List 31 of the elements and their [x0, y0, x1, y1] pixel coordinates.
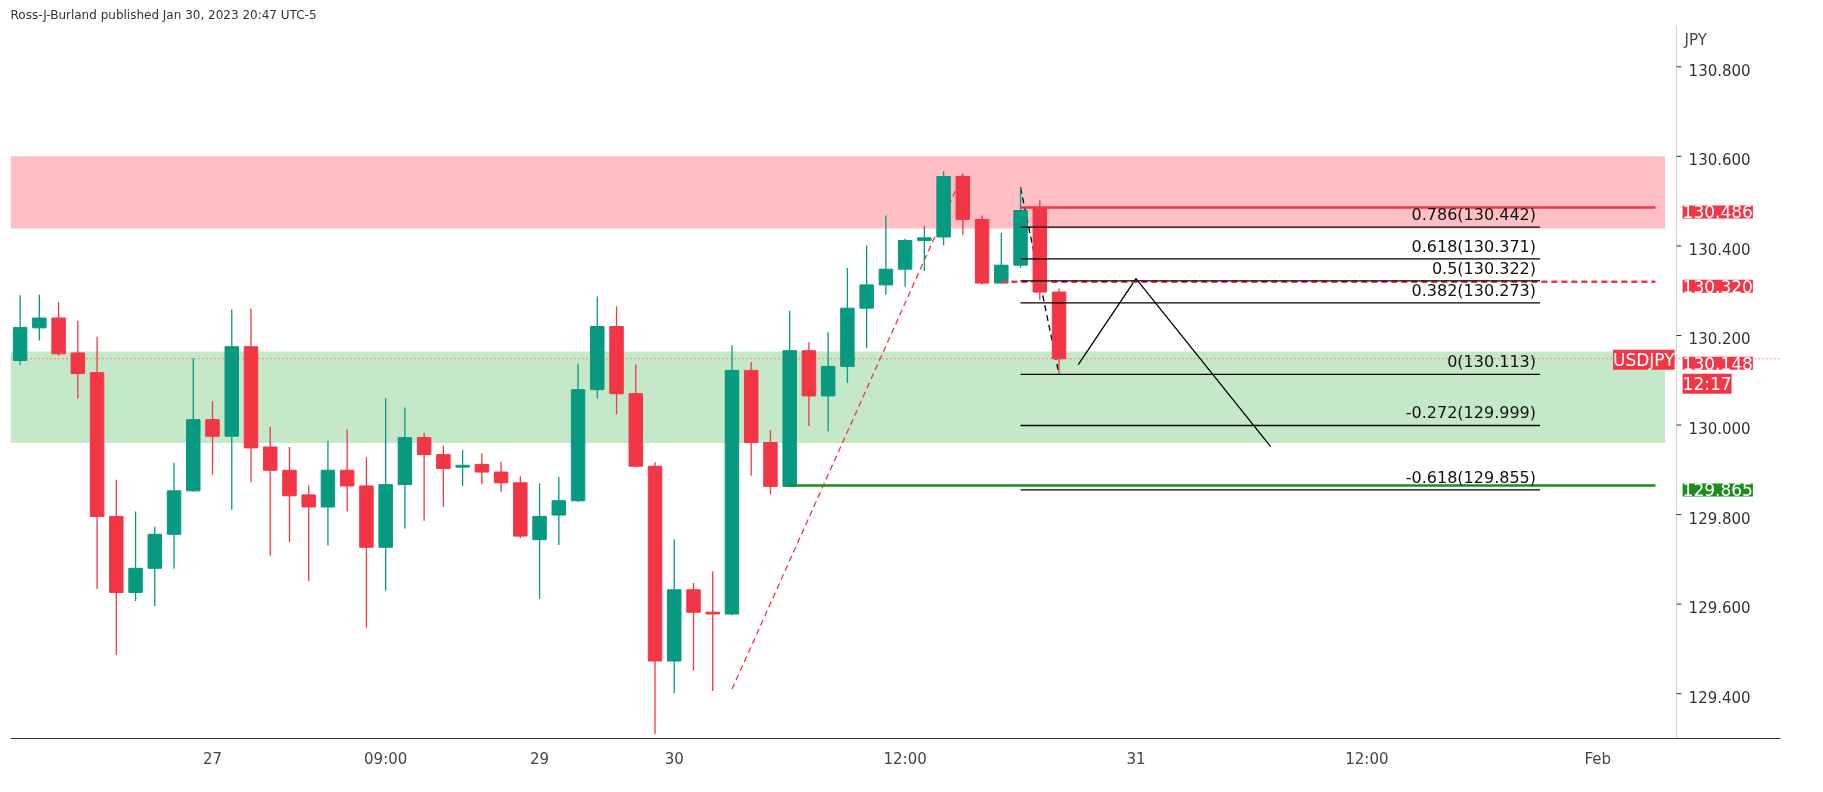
x-tick-label: 12:00 [883, 749, 927, 768]
x-tick-label: 31 [1126, 749, 1146, 768]
x-tick-label: 27 [202, 749, 223, 768]
y-tick-label: 130.400 [1688, 240, 1751, 259]
x-tick-label: Feb [1584, 749, 1612, 768]
y-tick-label: 129.800 [1688, 509, 1751, 528]
series-label: 130.320 [1682, 276, 1753, 297]
x-tick-label: 30 [664, 749, 684, 768]
series-label: 0(130.113) [1447, 352, 1537, 372]
x-tick-label: 29 [530, 749, 550, 768]
y-tick-label: 130.800 [1688, 61, 1751, 80]
y-tick-label: 130.200 [1688, 330, 1751, 349]
y-tick-label: 129.400 [1688, 688, 1751, 707]
x-tick-label: 12:00 [1345, 749, 1389, 768]
series-label: 0.618(130.371) [1411, 236, 1537, 256]
y-tick-label: 130.000 [1688, 420, 1751, 439]
y-axis-title: JPY [1683, 30, 1708, 49]
series-label: -0.618(129.855) [1405, 467, 1537, 487]
chart-title: Ross-J-Burland published Jan 30, 2023 20:47 UTC-5 [10, 7, 317, 22]
series-label: 130.486 [1682, 202, 1753, 223]
y-tick-label: 130.600 [1688, 151, 1751, 170]
ref-line-label: 130.148 [1682, 353, 1753, 374]
series-label: -0.272(129.999) [1405, 403, 1537, 423]
series-label: 0.382(130.273) [1411, 280, 1537, 300]
annotation: USDJPY [1613, 349, 1676, 370]
x-tick-label: 09:00 [364, 749, 408, 768]
text: 12:17 [1682, 373, 1732, 394]
series-label: 129.865 [1682, 480, 1753, 501]
series-label: 0.786(130.442) [1411, 205, 1537, 225]
series-label: 0.5(130.322) [1431, 258, 1537, 278]
y-tick-label: 129.600 [1688, 599, 1751, 618]
